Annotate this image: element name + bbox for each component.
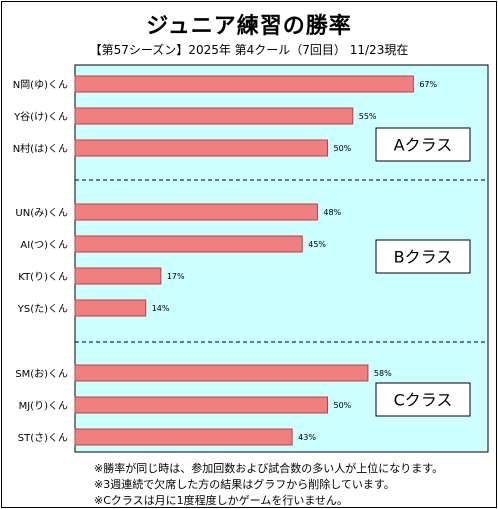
value-label-5: 45%	[308, 240, 326, 249]
value-label-1: 67%	[419, 80, 437, 89]
category-label-4: UN(み)くん	[15, 207, 68, 219]
value-label-8: 58%	[374, 369, 392, 378]
class-label-1: Aクラス	[394, 136, 453, 155]
class-box-3	[375, 382, 471, 417]
class-box-2	[375, 239, 471, 274]
class-label-3: Cクラス	[394, 391, 453, 410]
category-label-10: ST(さ)くん	[18, 432, 68, 444]
value-label-3: 50%	[334, 144, 352, 153]
class-box-1	[375, 127, 471, 162]
category-label-6: KT(り)くん	[18, 271, 68, 283]
value-label-9: 50%	[334, 401, 352, 410]
bar-1	[74, 75, 414, 93]
bar-10	[74, 428, 293, 446]
bar-4	[74, 203, 318, 221]
chart-subtitle: 【第57シーズン】2025年 第4クール（7回目） 11/23現在	[89, 43, 409, 57]
chart-title: ジュニア練習の勝率	[146, 14, 352, 39]
footnote-2: ※3週連続で欠席した方の結果はグラフから削除しています。	[94, 478, 395, 491]
footnote-1: ※勝率が同じ時は、参加回数および試合数の多い人が上位になります。	[94, 462, 444, 475]
bar-7	[74, 299, 147, 317]
bar-9	[74, 396, 328, 414]
category-label-3: N村(は)くん	[13, 142, 68, 155]
bar-2	[74, 107, 354, 125]
category-label-5: AI(つ)くん	[20, 239, 68, 251]
footnote-3: ※Cクラスは月に1度程度しかゲームを行いません。	[94, 494, 349, 507]
category-label-8: SM(お)くん	[15, 368, 68, 380]
category-label-9: MJ(り)くん	[19, 400, 68, 412]
value-label-6: 17%	[167, 272, 185, 281]
bar-5	[74, 235, 303, 253]
value-label-4: 48%	[323, 208, 341, 217]
bar-8	[74, 364, 369, 382]
class-label-2: Bクラス	[394, 248, 453, 267]
value-label-10: 43%	[298, 433, 316, 442]
value-label-7: 14%	[152, 304, 170, 313]
category-label-7: YS(た)くん	[17, 303, 68, 315]
value-label-2: 55%	[359, 112, 377, 121]
bar-3	[74, 139, 328, 157]
category-label-2: Y谷(け)くん	[13, 111, 68, 123]
category-label-1: N岡(ゆ)くん	[13, 79, 68, 91]
bar-6	[74, 267, 162, 285]
